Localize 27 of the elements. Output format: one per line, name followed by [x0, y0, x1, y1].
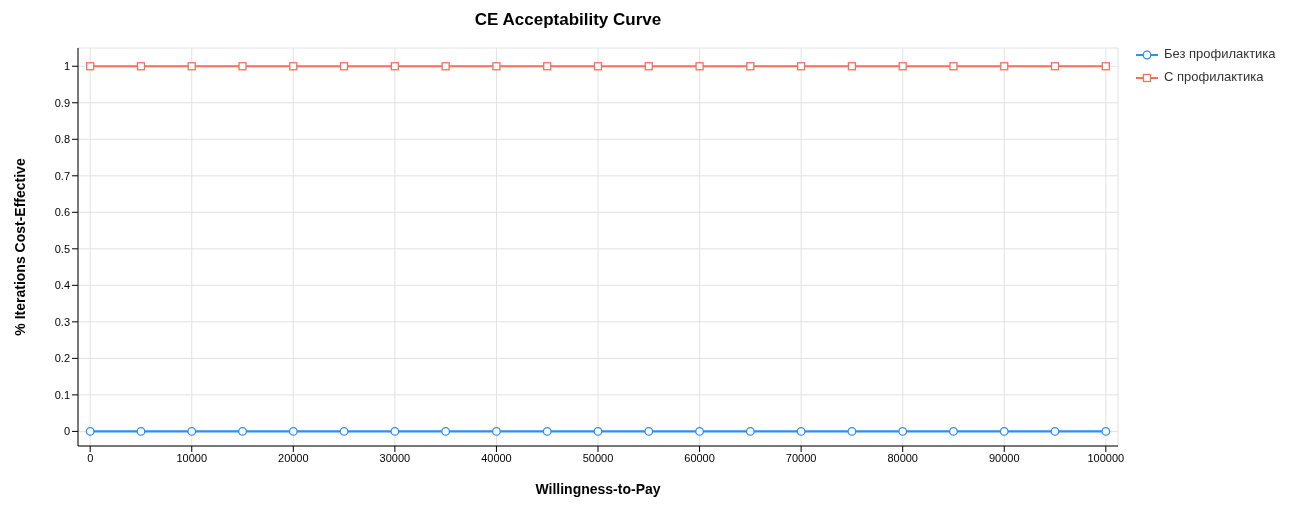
chart-title: CE Acceptability Curve [473, 10, 663, 30]
y-tick-label: 0.5 [54, 242, 70, 255]
x-tick-label: 60000 [684, 451, 715, 464]
y-tick-label: 0.4 [54, 279, 70, 292]
x-tick-label: 90000 [988, 451, 1020, 464]
x-tick-label: 100000 [1087, 451, 1125, 464]
y-tick-label: 0.1 [54, 388, 70, 401]
y-tick-label: 1 [63, 60, 70, 73]
y-axis-title: % Iterations Cost-Effective [11, 158, 28, 336]
x-tick-label: 30000 [379, 451, 411, 464]
y-tick-label: 0 [63, 425, 70, 438]
legend-label: Без профилактика [1164, 46, 1276, 61]
y-tick-label: 0.3 [54, 315, 70, 328]
legend-label: С профилактика [1164, 69, 1264, 84]
y-tick-label: 0.7 [54, 169, 70, 182]
x-tick-label: 10000 [176, 451, 208, 464]
x-tick-label: 40000 [481, 451, 512, 464]
x-tick-label: 50000 [582, 451, 614, 464]
x-tick-label: 20000 [278, 451, 309, 464]
x-tick-label: 70000 [785, 451, 817, 464]
y-tick-label: 0.9 [54, 96, 70, 109]
y-tick-label: 0.6 [54, 206, 70, 219]
y-tick-label: 0.8 [54, 133, 70, 146]
x-tick-label: 0 [87, 451, 94, 464]
x-axis-title: Willingness-to-Pay [535, 481, 661, 497]
x-tick-label: 80000 [887, 451, 918, 464]
y-tick-label: 0.2 [54, 352, 70, 365]
